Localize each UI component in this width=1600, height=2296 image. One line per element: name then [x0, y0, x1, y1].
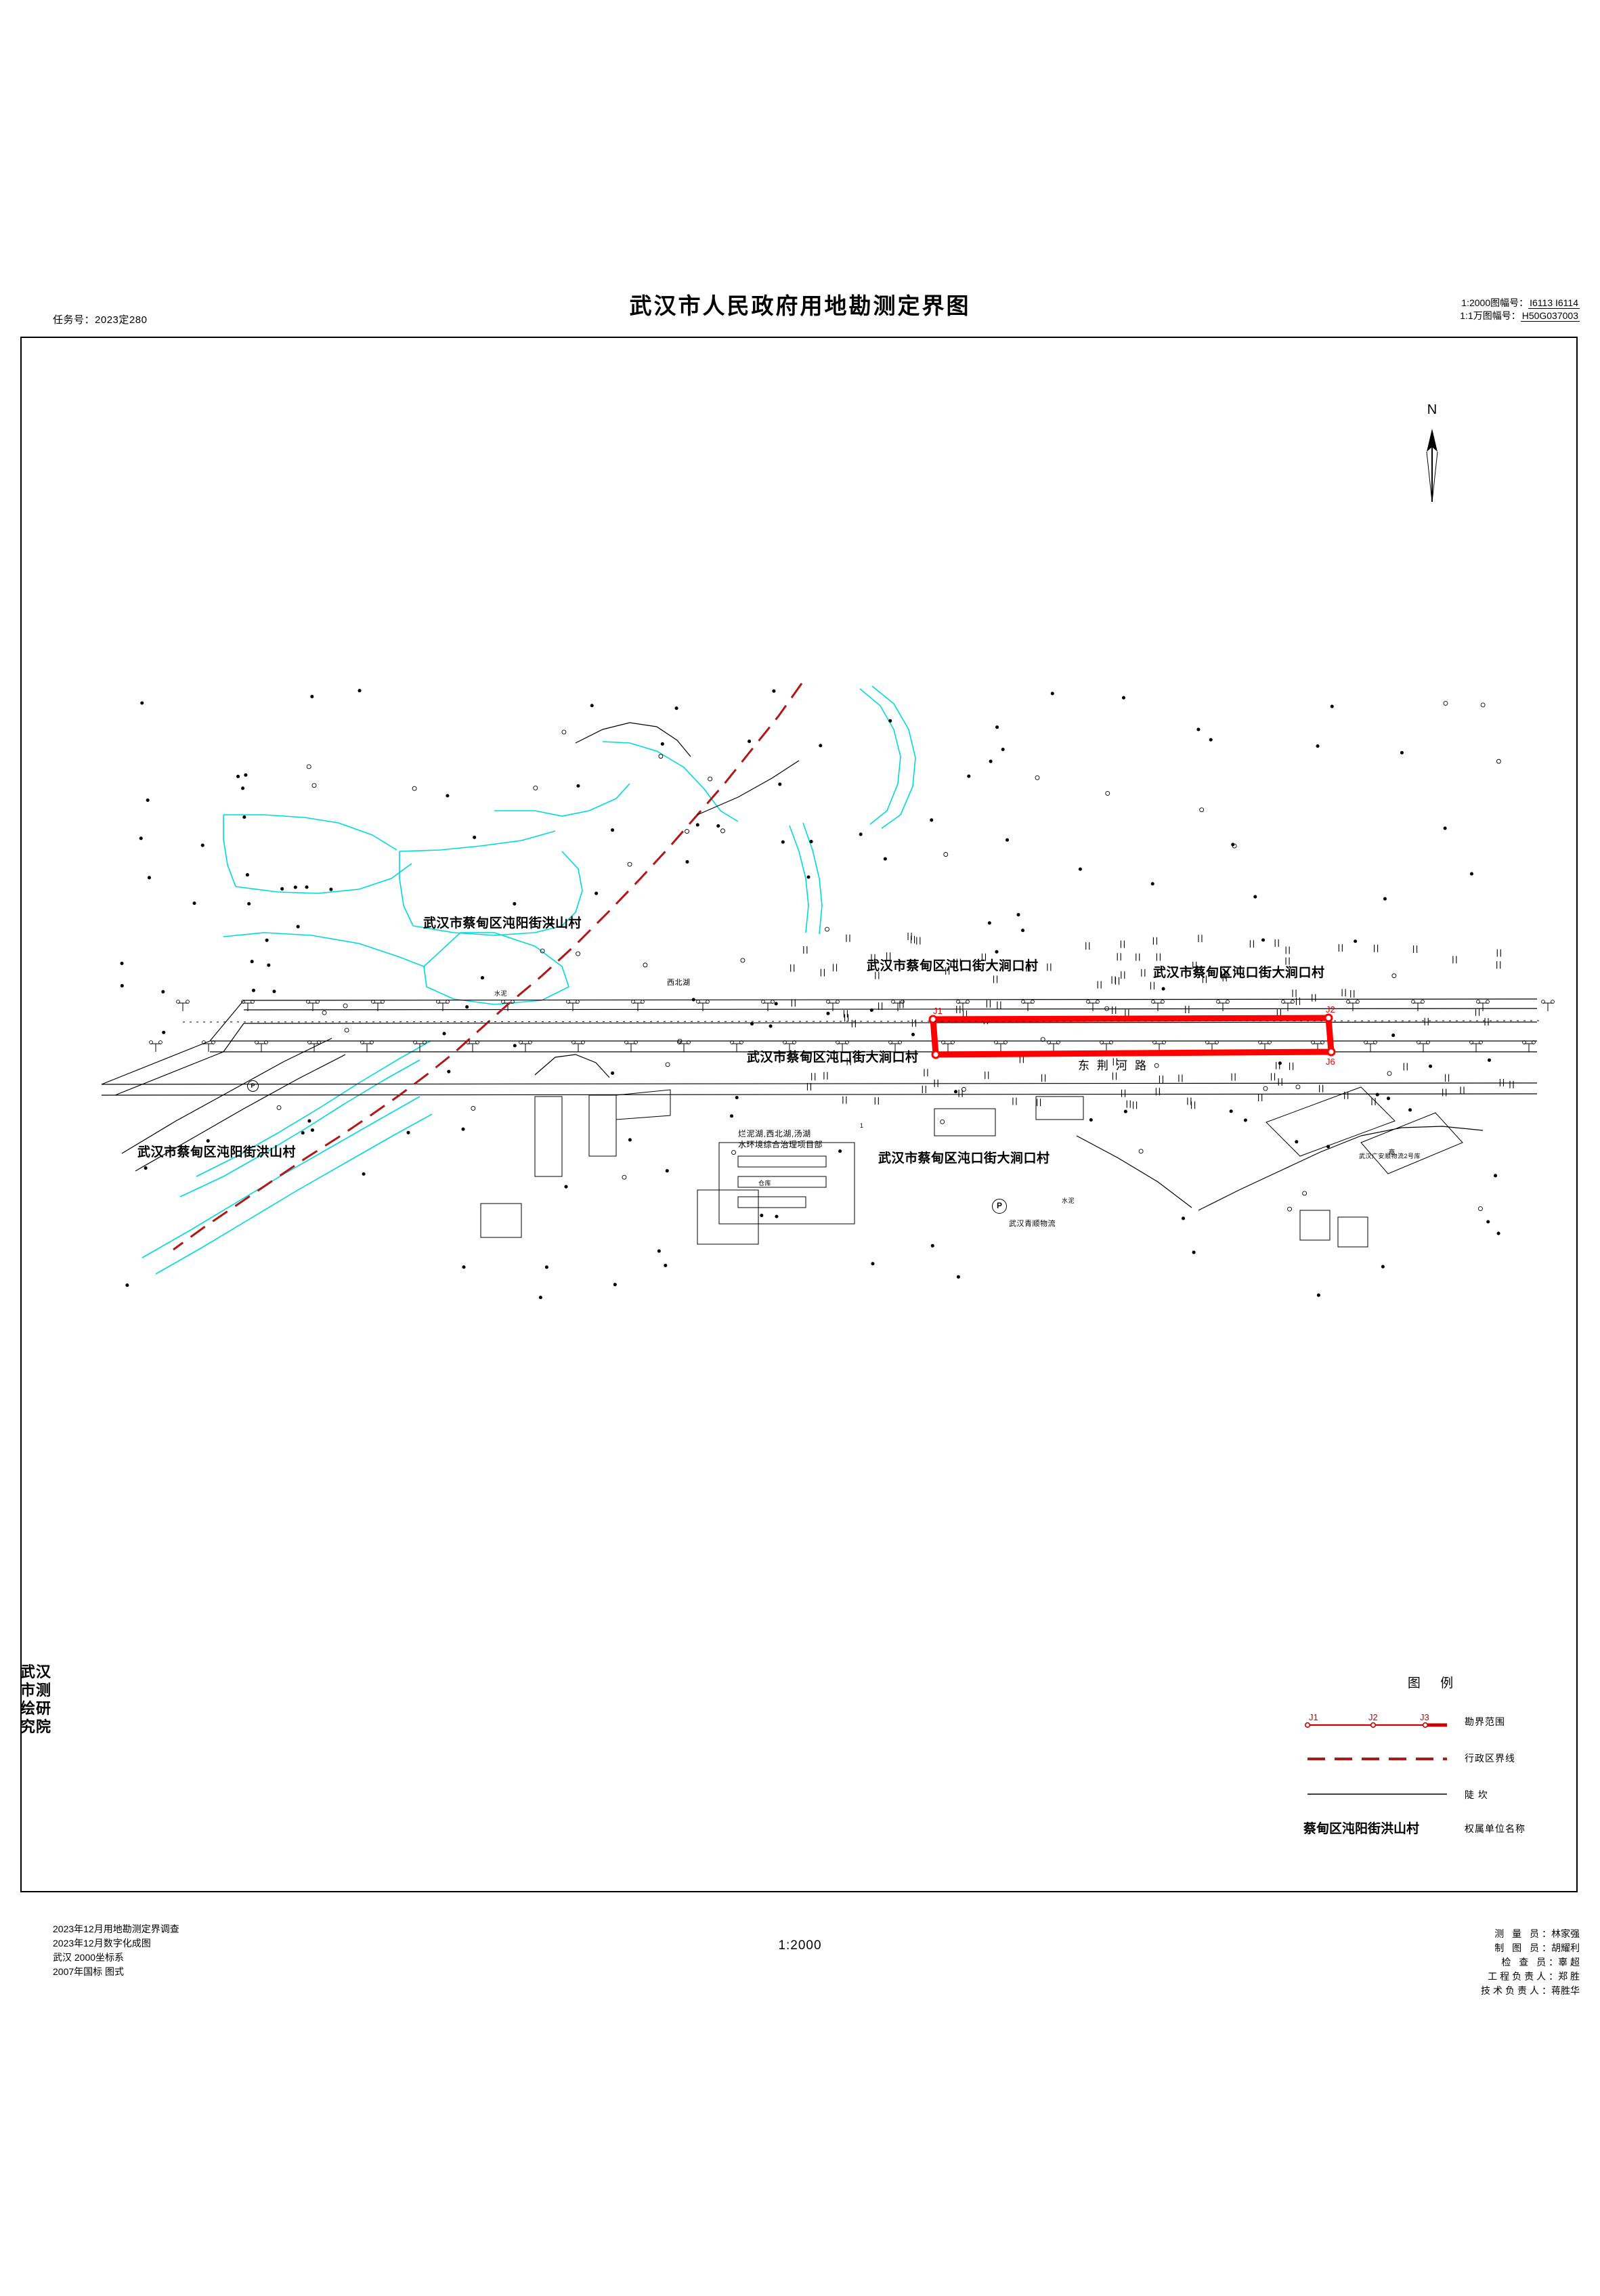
signature-label-inspector: 检 查 员 — [1501, 1957, 1549, 1968]
legend-row-admin-boundary: 行政区界线 — [1303, 1745, 1557, 1782]
legend-label-escarpment: 陡 坎 — [1465, 1789, 1488, 1800]
signature-value-project-lead: 郑 胜 — [1558, 1971, 1580, 1982]
institute-name: 武汉市测绘研究院 — [20, 1663, 52, 1735]
legend-label-survey-range: 勘界范围 — [1465, 1716, 1505, 1727]
legend-label-admin-boundary: 行政区界线 — [1465, 1753, 1515, 1764]
legend-row-survey-range: J1 J2 J3 勘界范围 — [1303, 1709, 1557, 1745]
map-label-road-dongjinghe: 东荆河路 — [1078, 1059, 1154, 1072]
map-label-building-cangku: 仓库 — [758, 1180, 772, 1187]
map-label-lake-xibeihu: 西北湖 — [667, 979, 691, 987]
map-label-building-no1: 1 — [860, 1122, 864, 1129]
map-label-project-office: 烂泥湖,西北湖,汤湖 水环境综合治理项目部 — [738, 1129, 823, 1149]
north-arrow: N — [1412, 403, 1452, 505]
map-label-village-dajiankou-upper-right: 武汉市蔡甸区沌口街大涧口村 — [1153, 966, 1325, 980]
task-number-value: 2023定280 — [95, 314, 148, 326]
escarpment-lines — [121, 722, 1484, 1211]
map-scale: 1:2000 — [778, 1938, 822, 1953]
sheet-number-2000-label: 1:2000图幅号： — [1461, 297, 1529, 308]
sheet-number-10000-value: H50G037003 — [1520, 310, 1580, 322]
map-label-village-dajiankou-lower: 武汉市蔡甸区沌口街大涧口村 — [878, 1151, 1050, 1166]
signature-value-cartographer: 胡耀利 — [1551, 1942, 1580, 1953]
legend-row-escarpment: 陡 坎 — [1303, 1782, 1557, 1819]
map-label-material-cement-lower: 水泥 — [1062, 1197, 1075, 1204]
legend-point-j3: J3 — [1420, 1712, 1429, 1722]
vegetation-marks — [120, 689, 1514, 1300]
center-dotted-line — [182, 1020, 1544, 1023]
admin-boundary-line — [173, 683, 803, 1251]
parcel-outlines — [480, 1086, 1463, 1248]
signature-row-cartographer: 制 图 员：胡耀利 — [1494, 1942, 1580, 1953]
water-features — [142, 685, 916, 1275]
parking-icon-1: P — [992, 1199, 1007, 1214]
lake-outlines — [223, 932, 569, 1005]
signature-label-technical-lead: 技术负责人 — [1481, 1985, 1542, 1996]
map-label-village-hongshan-upper: 武汉市蔡甸区沌阳街洪山村 — [423, 916, 582, 931]
signature-label-surveyor: 测 量 员 — [1494, 1928, 1542, 1939]
survey-point-label-j1: J1 — [933, 1006, 943, 1016]
footer-left-block: 2023年12月用地勘测定界调查 2023年12月数字化成图 武汉 2000坐标… — [53, 1922, 179, 1979]
sheet-number-2000-value: I6113 I6114 — [1528, 297, 1580, 309]
footer-left-line-4: 2007年国标 图式 — [53, 1966, 125, 1977]
map-drawing — [101, 683, 1555, 1300]
sheet-number-2000-row: 1:2000图幅号： I6113 I6114 — [1460, 297, 1580, 310]
signature-value-technical-lead: 蒋胜华 — [1551, 1985, 1580, 1996]
map-label-village-dajiankou-upper: 武汉市蔡甸区沌口街大涧口村 — [867, 959, 1039, 973]
legend-symbol-escarpment — [1303, 1782, 1451, 1809]
map-frame — [20, 337, 1578, 1892]
map-label-village-hongshan-lower: 武汉市蔡甸区沌阳街洪山村 — [137, 1145, 297, 1160]
signature-row-inspector: 检 查 员：辜 超 — [1501, 1957, 1580, 1968]
sheet-number-block: 1:2000图幅号： I6113 I6114 1:1万图幅号： H50G037003 — [1460, 297, 1580, 322]
utility-pole-icons — [149, 1000, 1555, 1052]
map-label-building-shang: 商 — [1389, 1149, 1396, 1155]
footer-signature-block: 测 量 员：林家强 制 图 员：胡耀利 检 查 员：辜 超 工程负责人：郑 胜 … — [1481, 1927, 1580, 1998]
map-label-village-dajiankou-mid: 武汉市蔡甸区沌口街大涧口村 — [747, 1050, 919, 1065]
legend-point-j2: J2 — [1368, 1712, 1378, 1722]
map-label-company-qingshun-logistics: 武汉青顺物流 — [1009, 1220, 1056, 1228]
page-title: 武汉市人民政府用地勘测定界图 — [629, 293, 971, 318]
survey-point-label-j2: J2 — [1326, 1004, 1335, 1015]
legend: 图 例 J1 J2 J3 勘界范围 — [1303, 1673, 1557, 1846]
parking-icon-2: P — [247, 1080, 259, 1092]
sheet-number-10000-label: 1:1万图幅号： — [1460, 310, 1521, 321]
signature-label-cartographer: 制 图 员 — [1494, 1942, 1542, 1953]
signature-value-inspector: 辜 超 — [1558, 1957, 1580, 1968]
survey-boundary-polygon — [928, 1013, 1336, 1059]
task-number: 任务号：2023定280 — [53, 312, 147, 326]
signature-label-project-lead: 工程负责人 — [1488, 1971, 1549, 1982]
map-label-material-cement-lake: 水泥 — [494, 990, 508, 997]
signature-value-surveyor: 林家强 — [1551, 1928, 1580, 1939]
north-arrow-letter: N — [1427, 402, 1437, 417]
task-number-label: 任务号： — [53, 314, 95, 326]
footer-left-line-3: 武汉 2000坐标系 — [53, 1952, 125, 1963]
legend-symbol-survey-range: J1 J2 J3 — [1303, 1709, 1451, 1736]
map-label-warehouse-guanganshun: 武汉广安顺物流2号库 — [1359, 1153, 1421, 1160]
signature-row-surveyor: 测 量 员：林家强 — [1494, 1928, 1580, 1939]
legend-row-owner-unit: 蔡甸区沌阳街洪山村 权属单位名称 — [1303, 1819, 1557, 1846]
survey-point-label-j6: J6 — [1326, 1057, 1335, 1067]
footer-left-line-2: 2023年12月数字化成图 — [53, 1938, 151, 1949]
signature-row-technical-lead: 技术负责人：蒋胜华 — [1481, 1985, 1580, 1996]
footer-left-line-1: 2023年12月用地勘测定界调查 — [53, 1923, 179, 1934]
legend-title: 图 例 — [1407, 1676, 1462, 1691]
legend-symbol-admin-boundary — [1303, 1745, 1451, 1772]
legend-label-owner-unit: 权属单位名称 — [1465, 1823, 1526, 1834]
legend-sample-owner-name: 蔡甸区沌阳街洪山村 — [1303, 1822, 1420, 1836]
sheet-number-10000-row: 1:1万图幅号： H50G037003 — [1460, 310, 1580, 322]
road-network — [101, 998, 1538, 1096]
signature-row-project-lead: 工程负责人：郑 胜 — [1488, 1971, 1580, 1982]
north-arrow-icon — [1426, 429, 1438, 503]
legend-point-j1: J1 — [1309, 1712, 1318, 1722]
